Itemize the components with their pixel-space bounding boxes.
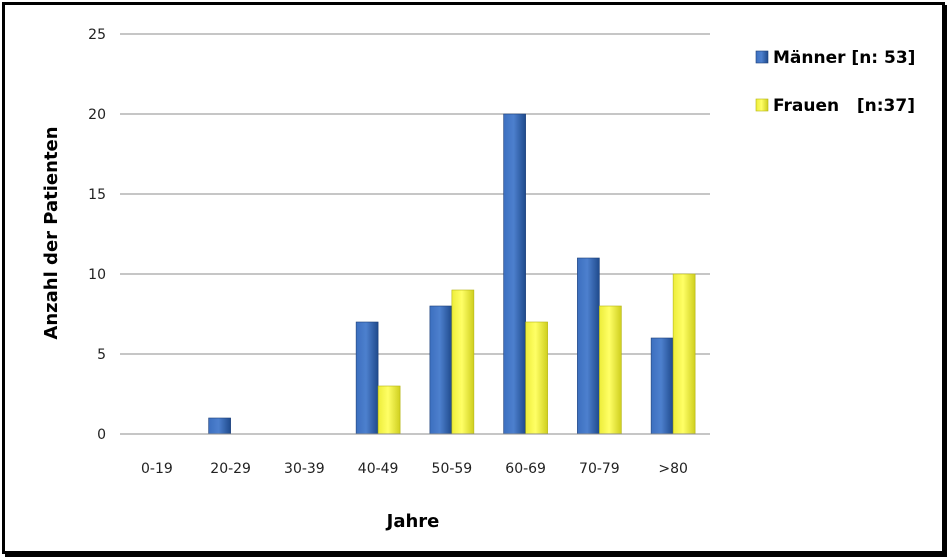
- bar-frauen: [672, 273, 696, 435]
- x-tick-label: 70-79: [579, 461, 620, 477]
- legend: Männer [n: 53] Frauen [n:37]: [755, 48, 915, 116]
- bar-maenner: [208, 417, 231, 435]
- legend-label: Frauen [n:37]: [773, 96, 915, 116]
- x-axis-title: Jahre: [385, 511, 440, 532]
- y-tick-label: 25: [88, 27, 106, 43]
- y-axis-ticks: 0 5 10 15 20 25: [88, 27, 106, 443]
- bar-frauen: [525, 321, 548, 435]
- y-tick-label: 20: [88, 107, 106, 123]
- bar-frauen: [599, 305, 622, 435]
- legend-swatch: [755, 50, 769, 64]
- bar-maenner: [577, 257, 600, 435]
- bar-frauen: [451, 289, 475, 435]
- x-axis-ticks: 0-19 20-29 30-39 40-49 50-59 60-69 70-79 >80: [141, 461, 688, 477]
- x-tick-label: >80: [658, 461, 688, 477]
- x-tick-label: 60-69: [505, 461, 546, 477]
- x-tick-label: 40-49: [358, 461, 399, 477]
- bars: [208, 113, 696, 435]
- bar-maenner: [650, 337, 674, 435]
- bar-maenner: [355, 321, 379, 435]
- x-tick-label: 0-19: [141, 461, 173, 477]
- y-axis-title: Anzahl der Patienten: [41, 126, 62, 339]
- y-tick-label: 10: [88, 267, 106, 283]
- x-tick-label: 50-59: [432, 461, 473, 477]
- x-tick-label: 30-39: [284, 461, 325, 477]
- y-tick-label: 15: [88, 187, 106, 203]
- legend-swatch: [755, 98, 769, 112]
- bar-maenner: [503, 113, 526, 435]
- y-tick-label: 5: [97, 347, 106, 363]
- x-tick-label: 20-29: [210, 461, 251, 477]
- bar-frauen: [377, 385, 401, 435]
- bar-maenner: [429, 305, 453, 435]
- y-tick-label: 0: [97, 427, 106, 443]
- legend-label: Männer [n: 53]: [773, 48, 915, 68]
